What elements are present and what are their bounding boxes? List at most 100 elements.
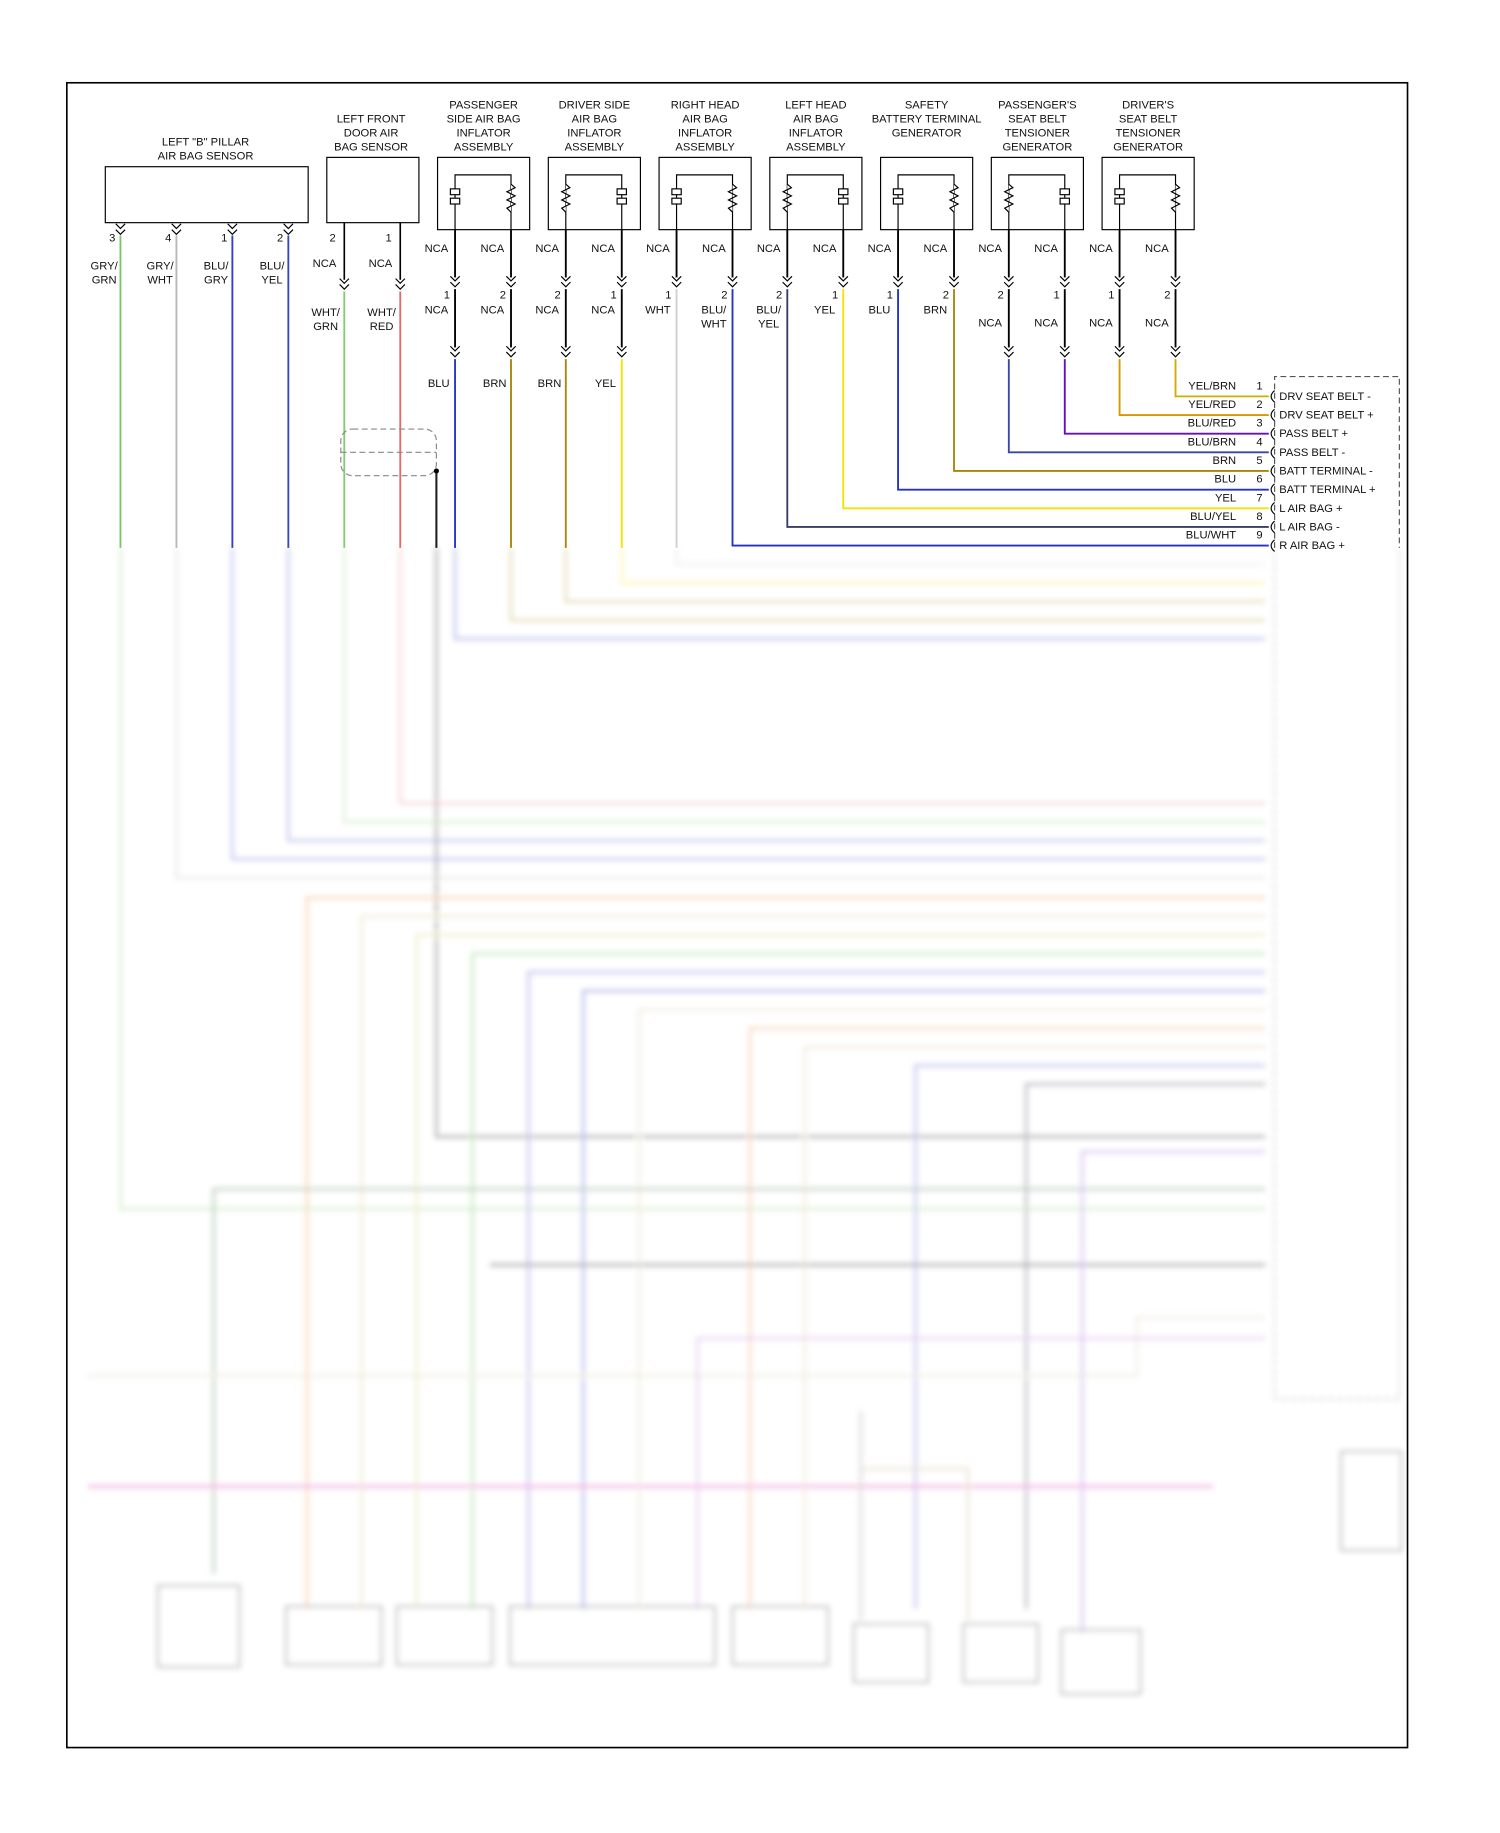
wire (212, 1187, 1266, 1574)
connector-terminal (892, 275, 904, 288)
squib (1114, 197, 1125, 205)
wire-label: BLU (869, 305, 891, 317)
connector-terminal (1170, 345, 1181, 358)
wire-label: BLU (1214, 474, 1236, 486)
wire (1081, 1150, 1266, 1633)
component-title: ASSEMBLY (454, 141, 514, 153)
wire (675, 547, 1266, 566)
resistor (560, 183, 572, 213)
squib (671, 197, 682, 205)
wire-label: RED (370, 321, 394, 333)
component-title: TENSIONER (1005, 127, 1070, 139)
squib (671, 188, 682, 196)
component-title: PASSENGER'S (998, 99, 1076, 111)
nca-label: NCA (1145, 243, 1169, 255)
component-title: BATTERY TERMINAL (872, 113, 982, 125)
connector-pin (1270, 427, 1276, 440)
pin-number: 2 (776, 289, 782, 301)
squib (1059, 188, 1071, 196)
component-box (731, 1605, 829, 1666)
squib (892, 188, 904, 196)
wire-label: BLU (428, 378, 450, 390)
component-title: SEAT BELT (1119, 113, 1178, 125)
connector-terminal (395, 278, 406, 290)
connector-terminal (616, 345, 627, 358)
nca-label: NCA (978, 243, 1002, 255)
connector-terminal (948, 275, 960, 288)
wire (914, 1064, 1266, 1609)
component-title: PASSENGER (449, 99, 518, 111)
pin-number: 5 (1256, 455, 1262, 467)
wire (786, 289, 1269, 528)
wire (953, 289, 1269, 472)
pin-number: 7 (1256, 492, 1262, 504)
wire-label: NCA (1145, 317, 1169, 329)
pin-number: 1 (385, 232, 391, 244)
pin-number: 1 (1053, 289, 1059, 301)
pin-number: 6 (1256, 474, 1262, 486)
internal-circuit (565, 174, 623, 230)
pin-number: 1 (444, 289, 450, 301)
nca-label: NCA (924, 243, 948, 255)
nca-label: NCA (1089, 243, 1113, 255)
squib (616, 197, 628, 205)
component-title: ASSEMBLY (565, 141, 625, 153)
component-title: AIR BAG SENSOR (158, 151, 254, 163)
connector-terminal (1114, 275, 1125, 288)
sensor-box (104, 166, 309, 224)
wire-label: NCA (535, 305, 559, 317)
wire (860, 1467, 970, 1621)
component-title: GENERATOR (1002, 141, 1072, 153)
wire-label: GRY/ (147, 260, 175, 272)
pin-name: DRV SEAT BELT + (1279, 410, 1373, 422)
wire-label: YEL (814, 305, 835, 317)
connector-terminal (560, 345, 571, 358)
wire (435, 547, 1266, 1138)
squib (1059, 197, 1071, 205)
pin-number: 1 (221, 232, 227, 244)
wire (399, 547, 1266, 805)
wire (582, 989, 1266, 1609)
wire-label: BLU/ (756, 305, 782, 317)
connector-terminal (227, 223, 238, 236)
wire (287, 547, 1266, 842)
wire-label: NCA (978, 317, 1002, 329)
nca-label: NCA (481, 243, 505, 255)
wire (897, 289, 1269, 491)
component-box (1060, 1628, 1142, 1695)
components: LEFT "B" PILLAR AIR BAG SENSOR 3 GRY/GRN 4 GR… (91, 99, 1400, 552)
wire-label: WHT/ (367, 307, 396, 319)
pin-name: R AIR BAG + (1279, 540, 1345, 552)
wire-label: YEL (758, 319, 779, 331)
component-box (990, 156, 1085, 231)
connector-terminal (1114, 345, 1125, 358)
wire (1063, 359, 1269, 435)
connector-pin (1270, 483, 1276, 496)
pin-number: 2 (721, 289, 727, 301)
component-box (156, 1584, 241, 1668)
wire-label: WHT/ (311, 307, 340, 319)
wire (638, 1008, 1266, 1609)
nca-label: NCA (646, 243, 670, 255)
pin-number: 8 (1256, 511, 1262, 523)
wire-label: NCA (1089, 317, 1113, 329)
pin-number: 4 (165, 232, 171, 244)
wire-label: NCA (425, 305, 449, 317)
wire (1118, 359, 1269, 416)
pin-number: 2 (1164, 289, 1170, 301)
pin-name: DRV SEAT BELT - (1279, 391, 1371, 403)
squib (838, 197, 849, 205)
resistor (1003, 183, 1015, 213)
internal-circuit (1008, 174, 1066, 230)
connector-outline (1274, 547, 1400, 1400)
wire (454, 547, 1266, 640)
component-title: LEFT "B" PILLAR (162, 137, 249, 149)
pin-number: 2 (500, 289, 506, 301)
component-title: DOOR AIR (344, 127, 399, 139)
pin-number: 1 (610, 289, 616, 301)
squib (449, 197, 461, 205)
wire (620, 547, 1266, 584)
wire-label: YEL/RED (1188, 399, 1236, 411)
resistor (727, 183, 738, 213)
component-title: DRIVER SIDE (559, 99, 631, 111)
